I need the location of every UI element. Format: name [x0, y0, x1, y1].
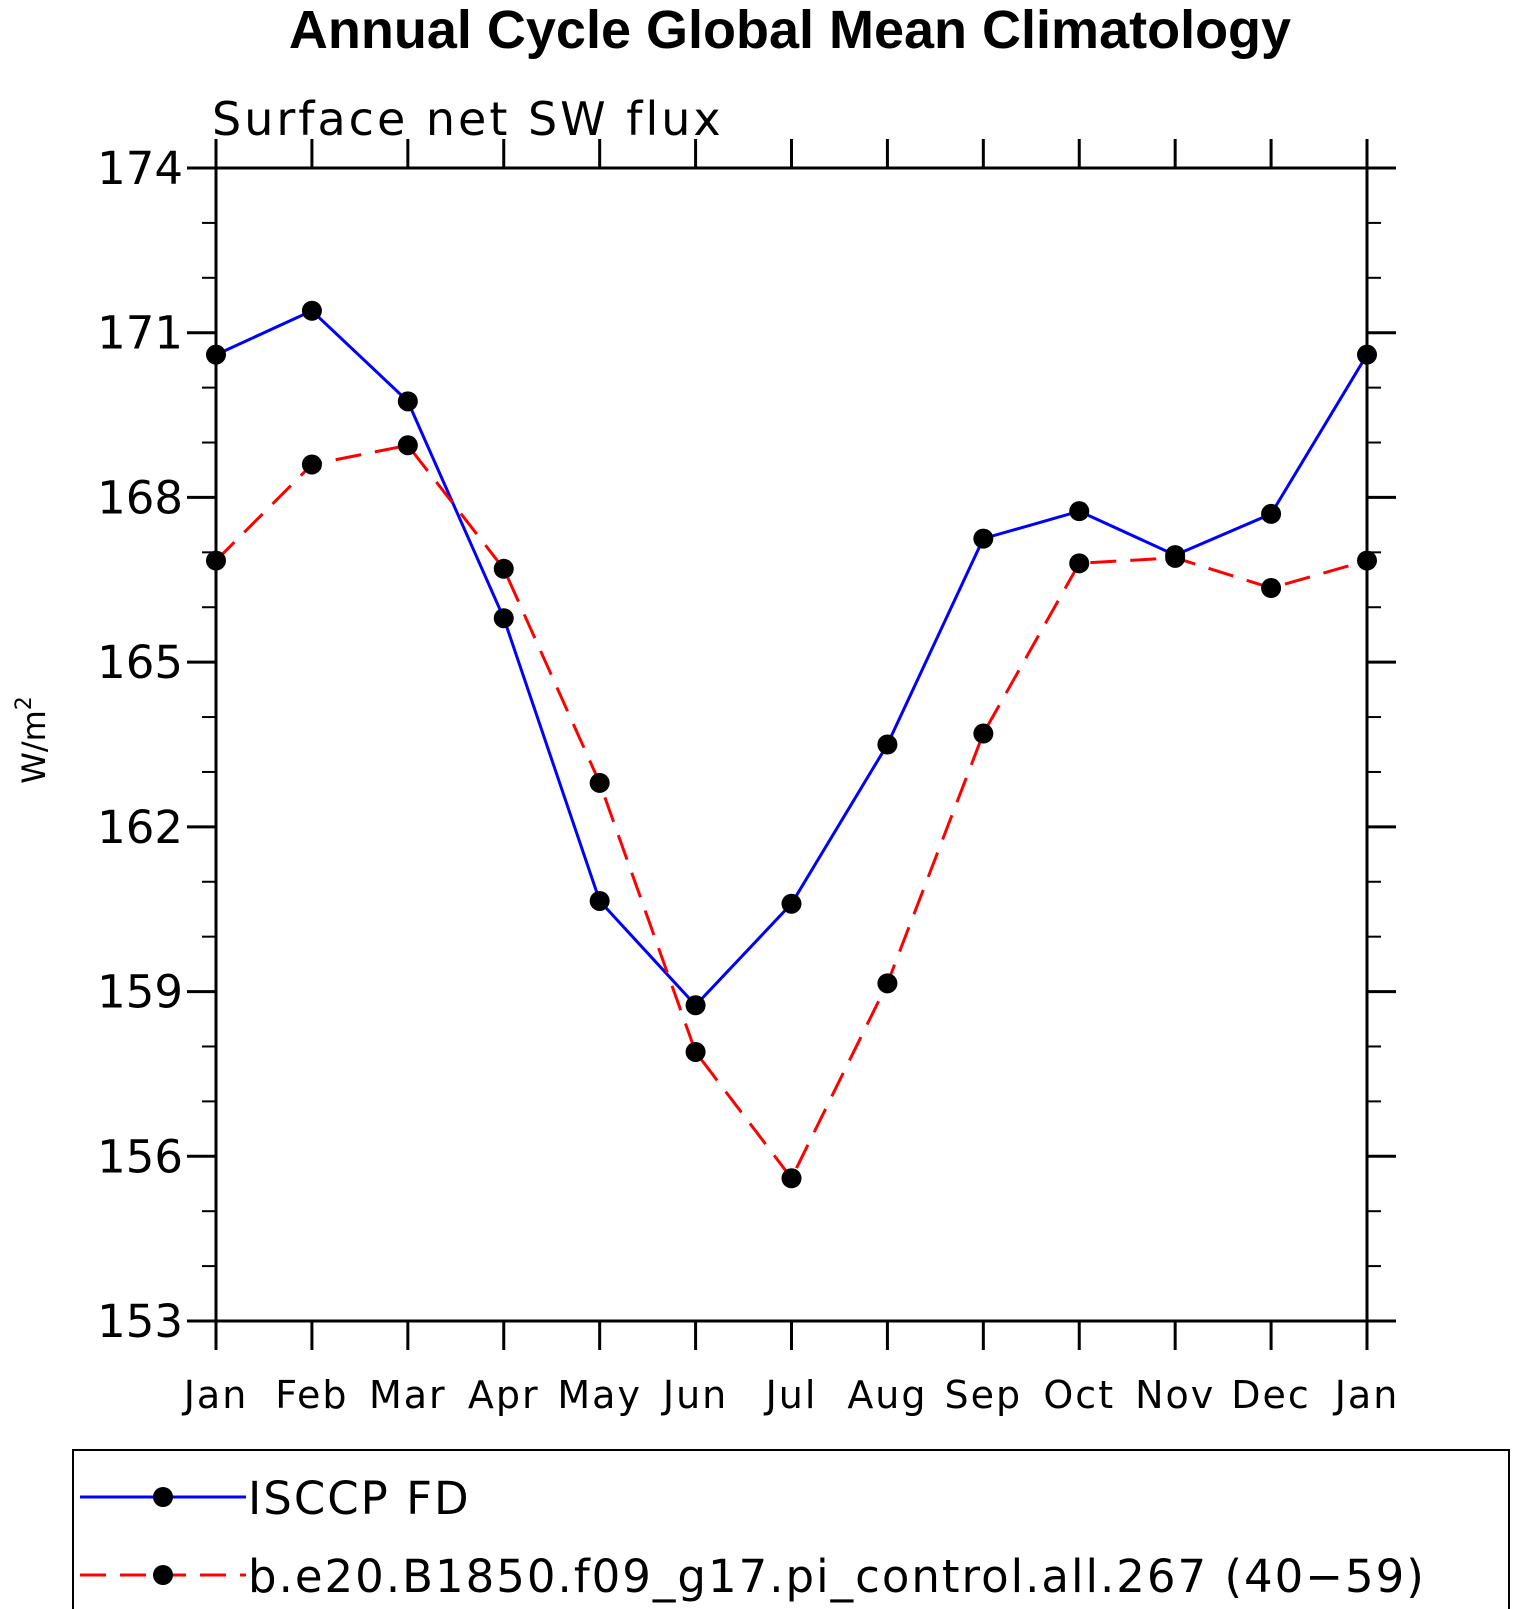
legend-box: [72, 1449, 1510, 1609]
legend-swatch-marker: [153, 1565, 173, 1585]
legend-swatch-marker: [153, 1487, 173, 1507]
data-point: [589, 772, 610, 793]
chart-subtitle: Surface net SW flux: [212, 92, 724, 146]
x-tick-label: Aug: [847, 1373, 927, 1417]
x-tick-label: May: [557, 1373, 642, 1417]
y-tick-label: 162: [97, 801, 183, 854]
x-tick-label: Feb: [275, 1373, 348, 1417]
x-tick-label: Mar: [369, 1373, 447, 1417]
y-tick-label: 156: [97, 1130, 183, 1183]
data-point: [685, 995, 706, 1016]
x-tick-label: Jan: [1333, 1373, 1400, 1417]
y-tick-label: 153: [97, 1295, 183, 1348]
x-tick-label: Jun: [661, 1373, 728, 1417]
data-point: [877, 973, 898, 994]
legend-label: ISCCP FD: [248, 1472, 471, 1525]
data-point: [1069, 501, 1090, 522]
data-point: [1357, 550, 1377, 571]
y-tick-label: 168: [97, 471, 183, 524]
x-tick-label: Jul: [764, 1373, 818, 1417]
data-point: [1165, 547, 1186, 568]
data-point: [301, 454, 322, 475]
legend-items: ISCCP FD b.e20.B1850.f09_g17.pi_control.a…: [80, 1472, 1426, 1603]
x-tick-label: Apr: [468, 1373, 540, 1417]
data-point: [973, 723, 994, 744]
y-axis-label-superscript: 2: [12, 696, 37, 710]
legend-item-2: b.e20.B1850.f09_g17.pi_control.all.267 (…: [80, 1550, 1426, 1603]
data-point: [1069, 553, 1090, 574]
data-point: [493, 608, 514, 629]
axes: 153 156 159 162 165 168 171 174 Jan Feb Mar Apr May J…: [97, 139, 1400, 1417]
legend-label: b.e20.B1850.f09_g17.pi_control.all.267 (…: [248, 1550, 1426, 1603]
y-tick-label: 165: [97, 636, 183, 689]
legend: ISCCP FD b.e20.B1850.f09_g17.pi_control.a…: [72, 1449, 1510, 1609]
data-point: [493, 558, 514, 579]
series-layer: [206, 300, 1377, 1189]
data-point: [1261, 503, 1282, 524]
data-point: [206, 344, 226, 365]
data-point: [301, 300, 322, 321]
data-point: [781, 1168, 802, 1189]
data-point: [1357, 344, 1377, 365]
data-point: [781, 893, 802, 914]
x-tick-label: Nov: [1135, 1373, 1215, 1417]
y-tick-label: 171: [97, 307, 183, 360]
x-tick-label: Oct: [1043, 1373, 1115, 1417]
x-tick-label: Jan: [182, 1373, 249, 1417]
data-point: [973, 528, 994, 549]
data-point: [397, 435, 418, 456]
y-axis-label: W/m2: [12, 696, 53, 784]
data-point: [397, 391, 418, 412]
data-point: [877, 734, 898, 755]
x-tick-label: Dec: [1231, 1373, 1311, 1417]
y-tick-label: 174: [97, 142, 183, 195]
legend-item-1: ISCCP FD: [80, 1472, 471, 1525]
x-tick-label: Sep: [945, 1373, 1023, 1417]
series-2: [206, 435, 1377, 1189]
data-point: [685, 1041, 706, 1062]
data-point: [206, 550, 226, 571]
data-point: [589, 890, 610, 911]
y-tick-label: 159: [97, 966, 183, 1019]
chart-title: Annual Cycle Global Mean Climatology: [289, 0, 1291, 60]
y-axis-label-text: W/m: [15, 710, 53, 784]
data-point: [1261, 578, 1282, 599]
